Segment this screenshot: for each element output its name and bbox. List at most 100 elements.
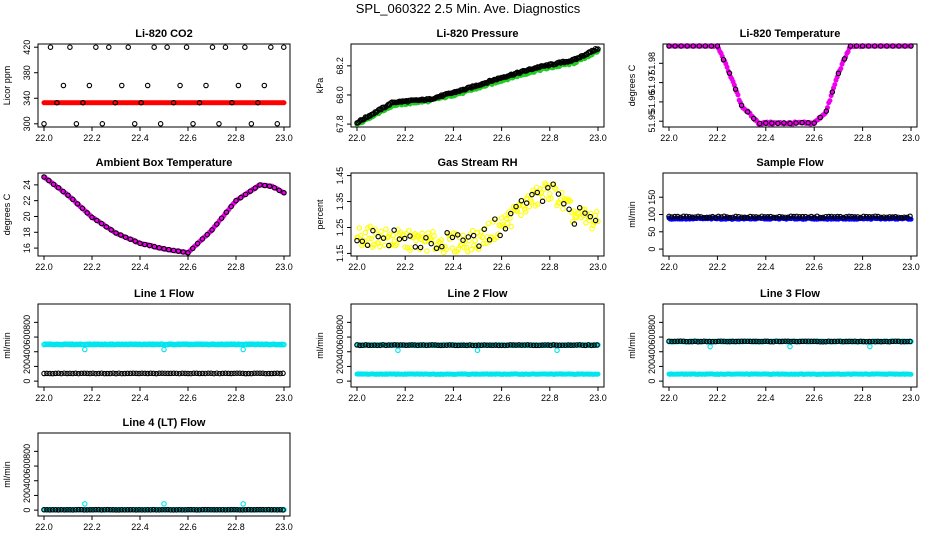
- data-point: [165, 370, 171, 377]
- data-point: [852, 338, 858, 345]
- x-tick-label: 22.4: [131, 262, 149, 272]
- data-point: [714, 43, 721, 49]
- data-point: [438, 342, 444, 349]
- data-point: [588, 342, 595, 349]
- data-point: [706, 214, 713, 220]
- data-point: [840, 214, 846, 221]
- data-point: [268, 44, 274, 50]
- data-point: [504, 220, 511, 227]
- data-point: [75, 370, 82, 377]
- data-point: [497, 232, 503, 239]
- data-point: [234, 370, 240, 376]
- data-point: [362, 342, 369, 348]
- data-point: [104, 506, 111, 513]
- data-point: [444, 230, 450, 236]
- plot-frame: [37, 432, 291, 517]
- data-point: [460, 237, 466, 243]
- data-point: [245, 506, 252, 513]
- data-point: [698, 214, 704, 220]
- plot-frame: [350, 43, 605, 128]
- x-tick-label: 22.8: [854, 133, 872, 143]
- data-point: [672, 213, 678, 220]
- data-point: [133, 370, 139, 377]
- data-point: [147, 370, 154, 377]
- data-point: [127, 507, 134, 513]
- data-point: [898, 214, 905, 221]
- data-point: [732, 86, 739, 92]
- data-point: [125, 44, 131, 50]
- data-point: [776, 213, 783, 220]
- data-point: [112, 99, 119, 106]
- data-point: [276, 187, 282, 194]
- data-point: [72, 370, 79, 376]
- data-point: [400, 342, 407, 348]
- data-point: [556, 342, 563, 348]
- data-point: [827, 98, 833, 104]
- data-point: [762, 338, 768, 344]
- data-point: [495, 342, 502, 349]
- x-tick-label: 22.4: [445, 393, 463, 403]
- chart-title: Line 1 Flow: [134, 288, 194, 300]
- data-point: [89, 214, 95, 221]
- data-point: [501, 342, 508, 349]
- data-point: [162, 370, 168, 377]
- data-point: [468, 246, 475, 253]
- data-point: [443, 342, 450, 348]
- data-point: [863, 338, 870, 345]
- data-point: [753, 214, 759, 220]
- x-tick-label: 22.2: [83, 522, 101, 532]
- x-tick-label: 22.4: [131, 133, 149, 143]
- data-point: [860, 213, 867, 220]
- data-point: [403, 342, 409, 349]
- data-point: [841, 56, 848, 62]
- data-point: [828, 213, 835, 220]
- data-point: [70, 370, 76, 377]
- x-tick-label: 22.2: [709, 133, 727, 143]
- data-point: [196, 99, 203, 106]
- data-point: [750, 115, 757, 122]
- data-point: [247, 188, 254, 194]
- data-point: [455, 342, 461, 349]
- data-series: [666, 371, 914, 377]
- data-point: [398, 99, 405, 105]
- data-point: [389, 242, 395, 248]
- data-point: [846, 338, 852, 345]
- data-point: [585, 342, 592, 348]
- data-point: [504, 342, 511, 348]
- data-point: [430, 228, 436, 235]
- data-point: [281, 190, 287, 196]
- x-tick-label: 22.6: [179, 133, 197, 143]
- data-point: [218, 215, 225, 221]
- data-point: [460, 232, 466, 239]
- data-point: [666, 43, 672, 49]
- data-point: [817, 214, 823, 221]
- data-point: [785, 338, 791, 344]
- data-point: [518, 212, 524, 219]
- data-point: [884, 43, 890, 49]
- data-point: [441, 342, 447, 348]
- data-point: [251, 507, 257, 513]
- data-point: [263, 506, 269, 513]
- data-point: [67, 44, 73, 50]
- data-point: [413, 237, 419, 244]
- data-point: [852, 214, 858, 220]
- data-point: [429, 342, 435, 348]
- x-tick-label: 22.8: [541, 133, 559, 143]
- data-point: [359, 238, 366, 245]
- data-point: [855, 214, 861, 220]
- data-point: [866, 338, 873, 345]
- data-point: [55, 507, 62, 513]
- plot-frame: [350, 303, 605, 388]
- y-tick-label: 600: [647, 330, 657, 345]
- data-point: [689, 214, 695, 220]
- data-point: [368, 235, 375, 242]
- data-point: [265, 370, 272, 377]
- x-tick-label: 22.8: [541, 262, 559, 272]
- x-tick-label: 22.8: [541, 393, 559, 403]
- data-point: [214, 370, 220, 376]
- data-point: [805, 338, 812, 344]
- data-point: [724, 214, 730, 220]
- data-point: [248, 370, 255, 377]
- data-point: [490, 342, 496, 349]
- data-point: [855, 338, 861, 345]
